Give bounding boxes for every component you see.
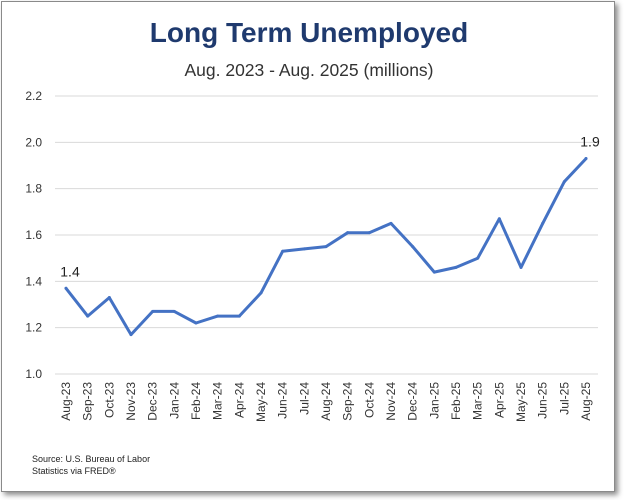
data-point	[107, 296, 111, 300]
data-point	[389, 221, 393, 225]
chart-title: Long Term Unemployed	[149, 17, 469, 48]
x-tick-label: May-24	[254, 382, 268, 422]
data-point	[476, 256, 480, 260]
x-tick-label: Aug-23	[59, 382, 73, 421]
series-points	[64, 157, 588, 337]
chart-subtitle: Aug. 2023 - Aug. 2025 (millions)	[184, 60, 434, 80]
y-tick-label: 1.4	[25, 274, 42, 288]
data-point	[216, 314, 220, 318]
data-point	[129, 333, 133, 337]
data-point	[151, 309, 155, 313]
y-tick-label: 2.2	[25, 89, 42, 103]
y-axis-ticks: 1.0 1.2 1.4 1.6 1.8 2.0 2.2	[25, 89, 42, 381]
x-tick-label: Jan-24	[167, 382, 181, 419]
x-tick-label: Jul-25	[557, 382, 571, 415]
x-tick-label: Nov-24	[384, 382, 398, 421]
data-point	[64, 286, 68, 290]
x-tick-label: Apr-24	[232, 382, 246, 418]
x-tick-label: Nov-23	[124, 382, 138, 421]
x-tick-label: Sep-24	[341, 382, 355, 421]
x-tick-label: Feb-24	[189, 382, 203, 420]
y-tick-label: 1.6	[25, 228, 42, 242]
data-point	[367, 231, 371, 235]
x-tick-label: Jul-24	[297, 382, 311, 415]
data-labels: 1.4 1.9	[60, 134, 600, 280]
data-point	[584, 157, 588, 161]
x-axis-ticks: Aug-23 Sep-23 Oct-23 Nov-23 Dec-23 Jan-24 Feb-…	[59, 382, 593, 422]
data-point	[541, 221, 545, 225]
data-label: 1.9	[580, 134, 600, 150]
data-point	[324, 245, 328, 249]
x-tick-label: Jan-25	[427, 382, 441, 419]
data-point	[346, 231, 350, 235]
x-tick-label: Aug-25	[579, 382, 593, 421]
data-point	[86, 314, 90, 318]
data-point	[172, 309, 176, 313]
data-point	[432, 270, 436, 274]
data-point	[411, 245, 415, 249]
x-tick-label: Jun-25	[536, 382, 550, 419]
x-tick-label: Dec-23	[146, 382, 160, 421]
data-point	[194, 321, 198, 325]
y-tick-label: 2.0	[25, 135, 42, 149]
x-tick-label: Aug-24	[319, 382, 333, 421]
x-tick-label: May-25	[514, 382, 528, 422]
x-tick-label: Mar-24	[211, 382, 225, 420]
data-point	[562, 180, 566, 184]
source-note: Source: U.S. Bureau of Labor Statistics …	[32, 454, 151, 476]
data-point	[454, 265, 458, 269]
x-tick-label: Apr-25	[492, 382, 506, 418]
data-point	[237, 314, 241, 318]
y-tick-label: 1.8	[25, 182, 42, 196]
data-point	[519, 265, 523, 269]
y-tick-label: 1.0	[25, 367, 42, 381]
x-tick-label: Dec-24	[406, 382, 420, 421]
data-point	[281, 249, 285, 253]
data-label: 1.4	[60, 263, 80, 279]
gridlines	[55, 95, 598, 375]
x-tick-label: Jun-24	[276, 382, 290, 419]
x-tick-label: Feb-25	[449, 382, 463, 420]
data-point	[302, 247, 306, 251]
x-tick-label: Mar-25	[471, 382, 485, 420]
data-point	[259, 291, 263, 295]
x-tick-label: Sep-23	[81, 382, 95, 421]
x-tick-label: Oct-24	[362, 382, 376, 418]
x-tick-label: Oct-23	[102, 382, 116, 418]
y-tick-label: 1.2	[25, 321, 42, 335]
data-point	[497, 217, 501, 221]
